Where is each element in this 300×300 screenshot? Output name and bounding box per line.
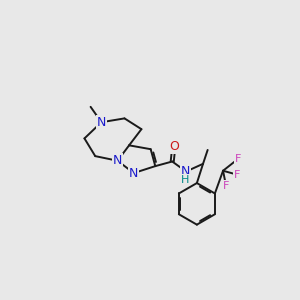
- Text: N: N: [129, 167, 138, 180]
- Text: N: N: [113, 154, 122, 167]
- Text: N: N: [181, 165, 190, 178]
- Text: O: O: [169, 140, 179, 153]
- Text: N: N: [97, 116, 106, 129]
- Text: F: F: [235, 154, 241, 164]
- Text: F: F: [223, 181, 229, 191]
- Text: H: H: [181, 175, 190, 185]
- Text: F: F: [234, 169, 240, 180]
